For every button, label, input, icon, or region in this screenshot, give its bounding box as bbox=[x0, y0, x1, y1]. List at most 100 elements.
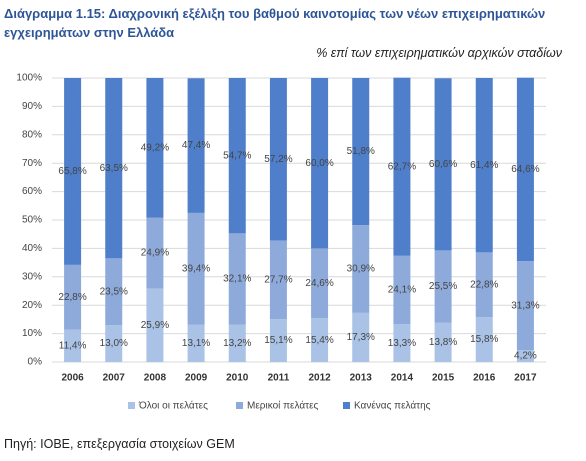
value-label: 60,6% bbox=[429, 159, 457, 170]
legend-label: Κανένας πελάτης bbox=[354, 400, 431, 412]
value-label: 49,2% bbox=[141, 143, 169, 154]
chart: 0% 10% 20% 30% 40% 50% 60% 70% 80% 90% 100% 11,4% 22… bbox=[16, 73, 546, 412]
bar-segment bbox=[146, 78, 164, 218]
value-label: 51,8% bbox=[347, 146, 375, 157]
y-tick-label: 70% bbox=[22, 158, 42, 169]
bar-segment bbox=[105, 325, 123, 362]
y-tick-label: 40% bbox=[22, 243, 42, 254]
value-label: 24,6% bbox=[305, 278, 333, 289]
y-tick-label: 0% bbox=[28, 357, 43, 368]
value-label: 54,7% bbox=[223, 150, 251, 161]
legend-label: Μερικοί πελάτες bbox=[247, 400, 319, 412]
value-label: 31,3% bbox=[511, 300, 539, 311]
value-label: 13,3% bbox=[388, 338, 416, 349]
value-label: 64,6% bbox=[511, 164, 539, 175]
value-label: 24,1% bbox=[388, 285, 416, 296]
bar-segment bbox=[434, 322, 452, 362]
value-label: 15,8% bbox=[470, 334, 498, 345]
bar-segment bbox=[434, 78, 452, 251]
value-label: 23,5% bbox=[100, 286, 128, 297]
y-tick-label: 80% bbox=[22, 129, 42, 140]
value-label: 63,5% bbox=[100, 163, 128, 174]
chart-subtitle: % επί των επιχειρηματικών αρχικών σταδίω… bbox=[316, 46, 562, 60]
bar-segment bbox=[228, 324, 246, 362]
bar-segment bbox=[269, 319, 287, 362]
value-label: 61,4% bbox=[470, 160, 498, 171]
value-label: 22,8% bbox=[58, 292, 86, 303]
x-tick-label: 2015 bbox=[432, 373, 455, 384]
value-label: 15,4% bbox=[305, 335, 333, 346]
value-label: 22,8% bbox=[470, 279, 498, 290]
x-tick-label: 2009 bbox=[185, 373, 208, 384]
bar-segment bbox=[105, 258, 123, 326]
bar-segment bbox=[64, 329, 82, 362]
legend-swatch bbox=[128, 402, 135, 409]
bar-segment bbox=[475, 252, 493, 318]
bar-segment bbox=[228, 78, 246, 234]
bar-segment bbox=[393, 324, 411, 362]
value-label: 65,8% bbox=[58, 166, 86, 177]
value-label: 13,1% bbox=[182, 338, 210, 349]
bar-segment bbox=[105, 78, 123, 259]
value-label: 47,4% bbox=[182, 140, 210, 151]
bar-segment bbox=[187, 78, 205, 213]
bar-segment bbox=[269, 240, 287, 320]
bar-segment bbox=[311, 248, 329, 319]
x-tick-label: 2014 bbox=[391, 373, 414, 384]
x-tick-label: 2008 bbox=[144, 373, 167, 384]
value-label: 57,2% bbox=[264, 154, 292, 165]
y-tick-label: 60% bbox=[22, 186, 42, 197]
bar-segment bbox=[352, 78, 370, 226]
bar-segment bbox=[146, 217, 164, 289]
bar-segment bbox=[516, 77, 534, 262]
bar-segment bbox=[352, 225, 370, 313]
x-tick-label: 2012 bbox=[308, 373, 331, 384]
x-tick-label: 2016 bbox=[473, 373, 496, 384]
value-label: 60,0% bbox=[305, 158, 333, 169]
value-label: 24,9% bbox=[141, 248, 169, 259]
bar-segment bbox=[187, 324, 205, 362]
bar-segment bbox=[475, 78, 493, 253]
bar-segment bbox=[393, 77, 411, 256]
x-tick-label: 2007 bbox=[103, 373, 126, 384]
y-tick-label: 10% bbox=[22, 328, 42, 339]
x-tick-label: 2013 bbox=[350, 373, 373, 384]
x-tick-label: 2011 bbox=[268, 373, 290, 384]
chart-title: Διάγραμμα 1.15: Διαχρονική εξέλιξη του β… bbox=[4, 6, 546, 40]
bar-segment bbox=[64, 264, 82, 330]
y-tick-label: 50% bbox=[22, 215, 42, 226]
x-tick-label: 2010 bbox=[226, 373, 249, 384]
value-label: 27,7% bbox=[264, 274, 292, 285]
source-note: Πηγή: ΙΟΒΕ, επεξεργασία στοιχείων GEM bbox=[4, 437, 235, 451]
bar-segment bbox=[352, 312, 370, 362]
value-label: 11,4% bbox=[59, 340, 87, 351]
value-label: 4,2% bbox=[514, 351, 537, 362]
bar-segment bbox=[516, 350, 534, 362]
bar-segment bbox=[146, 288, 164, 362]
value-label: 17,3% bbox=[347, 332, 375, 343]
value-label: 13,8% bbox=[429, 337, 457, 348]
value-label: 62,7% bbox=[388, 161, 416, 172]
value-label: 39,4% bbox=[182, 263, 210, 274]
y-tick-label: 100% bbox=[16, 73, 42, 84]
bar-segment bbox=[516, 261, 534, 351]
bar-segment bbox=[269, 78, 287, 241]
bar-segment bbox=[434, 250, 452, 323]
x-tick-label: 2017 bbox=[514, 373, 537, 384]
legend-swatch bbox=[343, 402, 350, 409]
value-label: 15,1% bbox=[264, 335, 292, 346]
value-label: 13,2% bbox=[223, 338, 251, 349]
y-tick-label: 30% bbox=[22, 271, 42, 282]
value-label: 13,0% bbox=[100, 338, 128, 349]
legend-label: Όλοι οι πελάτες bbox=[138, 400, 208, 412]
value-label: 32,1% bbox=[223, 274, 251, 285]
value-label: 25,9% bbox=[141, 320, 169, 331]
bar-segment bbox=[311, 318, 329, 362]
x-tick-label: 2006 bbox=[61, 373, 84, 384]
bar-segment bbox=[228, 233, 246, 325]
bar-segment bbox=[64, 78, 82, 265]
y-tick-label: 90% bbox=[22, 101, 42, 112]
value-label: 30,9% bbox=[347, 264, 375, 275]
bar-segment bbox=[475, 317, 493, 362]
